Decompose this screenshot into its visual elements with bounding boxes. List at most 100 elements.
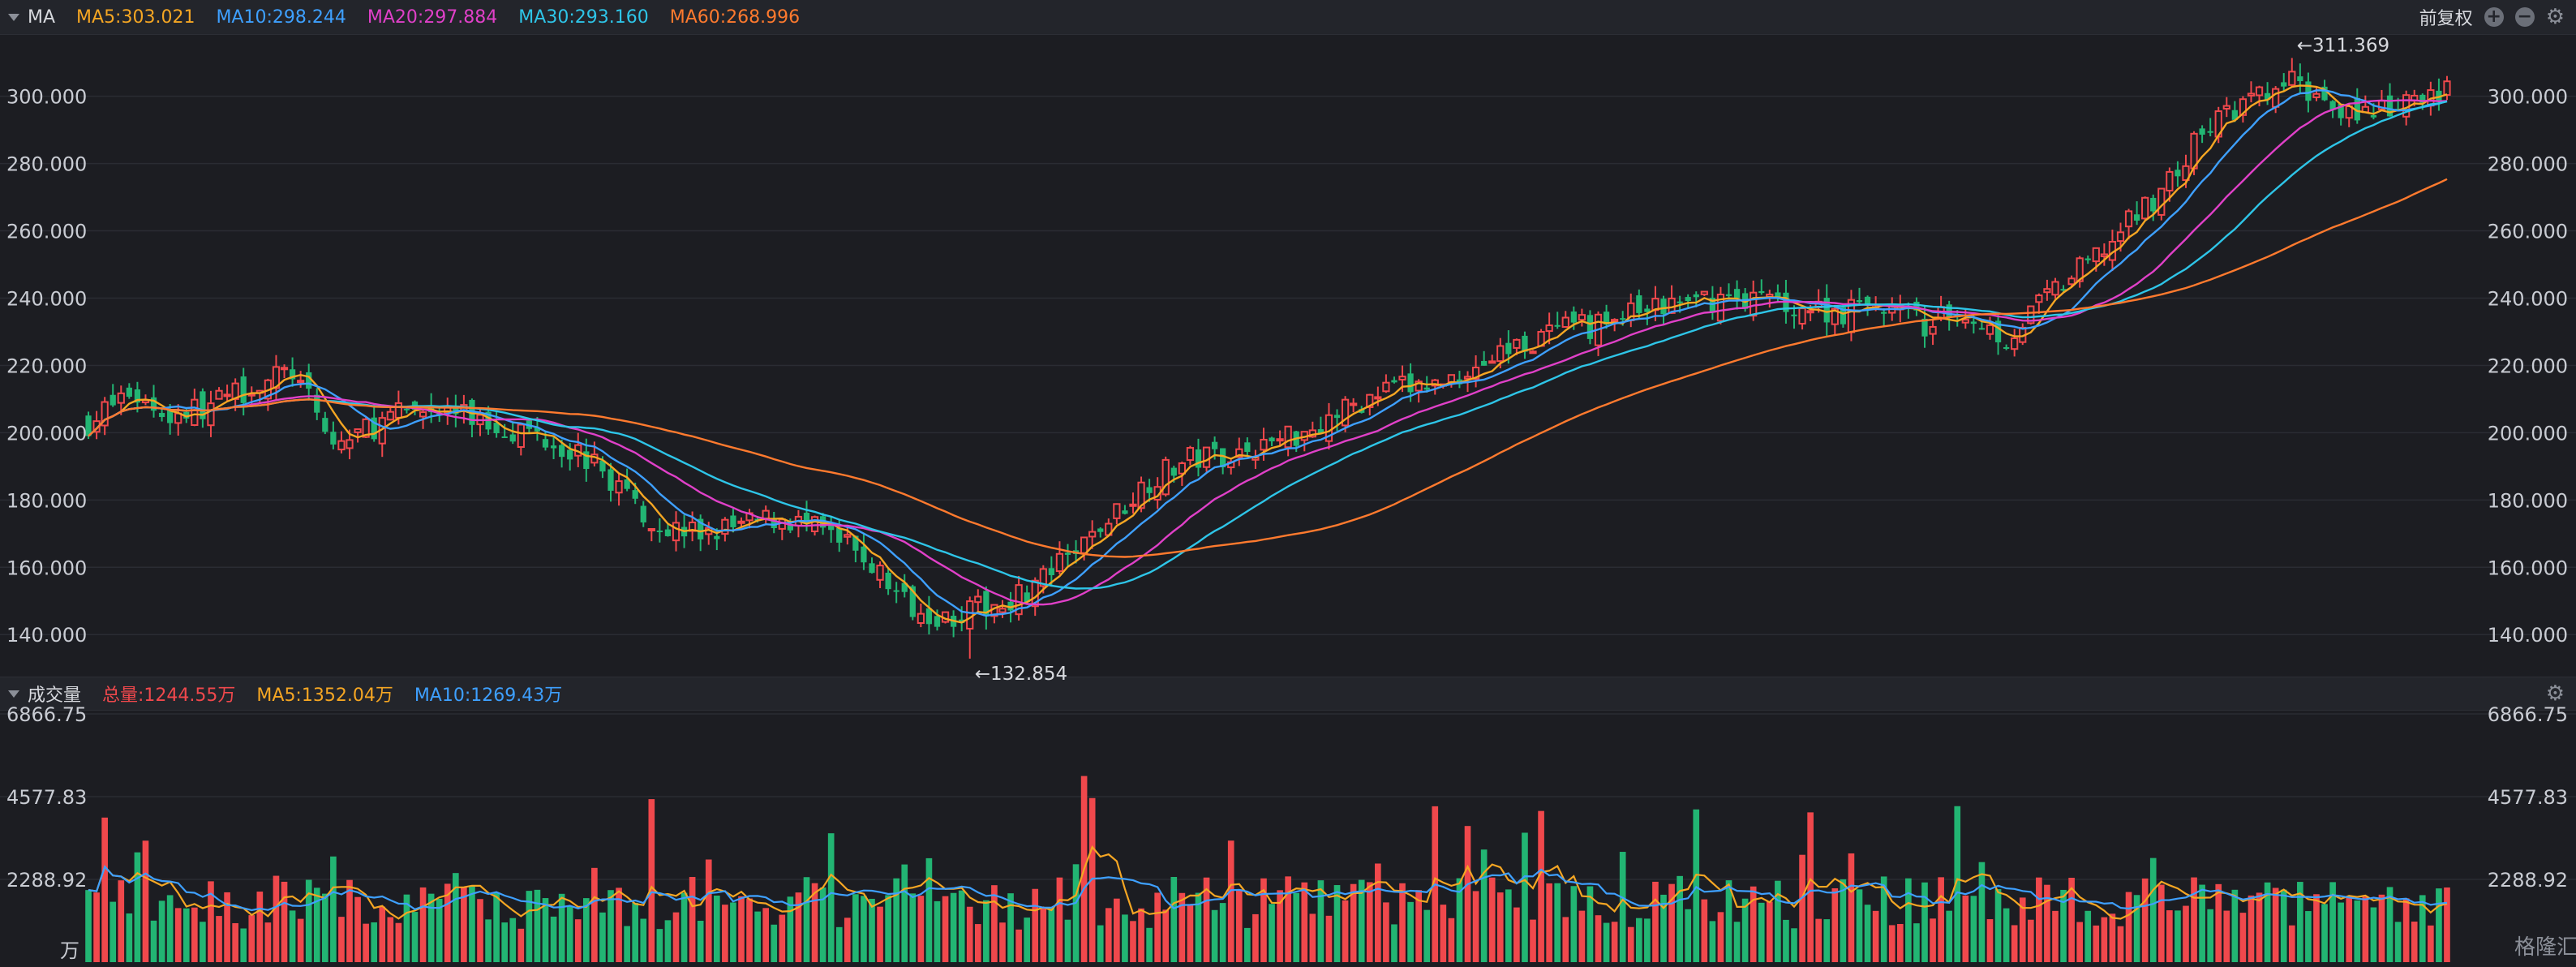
candle-body [2222,105,2230,110]
candle-body [550,445,557,449]
volume-bar [1350,883,1357,962]
volume-bar [118,880,125,962]
price-tick-right: 260.000 [2488,221,2568,243]
volume-tools: ⚙ [2546,677,2565,710]
candle-body [1055,552,1064,573]
volume-bar [158,900,165,962]
price-tick-right: 180.000 [2488,489,2568,512]
volume-bar [444,883,451,962]
volume-bar [2288,925,2295,962]
volume-bar [1627,926,1634,962]
candle-body [698,518,704,539]
candle-body [583,451,590,470]
volume-bar [1693,809,1700,962]
collapse-toggle-icon[interactable] [8,13,19,21]
ma-legend-item-1: MA10:298.244 [216,6,346,28]
candle-body [1921,318,1928,337]
zoom-out-icon[interactable]: − [2514,7,2535,27]
volume-bar [453,873,459,962]
candle-body [174,412,182,424]
volume-bar [861,896,867,962]
settings-gear-icon[interactable]: ⚙ [2545,5,2565,29]
candle-body [2329,101,2336,110]
candle-body [672,522,680,542]
candle-body [714,535,720,539]
candle-body [2281,82,2287,87]
zoom-in-icon[interactable]: + [2484,7,2504,27]
candle-body [1488,360,1496,364]
candle-body [1269,437,1275,442]
volume-bar [363,923,369,962]
volume-bar [2411,922,2418,962]
volume-bar [1325,915,1333,962]
candle-body [1986,324,1994,335]
collapse-toggle-icon[interactable] [8,690,19,698]
volume-bar [1366,882,1373,962]
candle-body [1603,312,1610,324]
candle-body [2092,247,2100,263]
volume-bar [1219,903,1226,962]
volume-bar [1269,904,1275,962]
candle-body [289,369,296,380]
volume-bar [901,864,908,962]
candle-body [844,534,852,538]
candle-body [386,410,394,421]
candle-body [787,524,793,531]
price-tick-left: 260.000 [6,221,87,243]
candle-body [2338,103,2344,118]
candle-body [1570,311,1577,323]
candle-body [2272,88,2280,108]
price-tick-right: 280.000 [2488,153,2568,176]
adjust-mode-button[interactable]: 前复权 [2419,9,2473,29]
price-tick-right: 240.000 [2488,287,2568,310]
volume-bar [1930,918,1936,962]
candle-body [534,427,541,432]
candle-body [998,608,1007,613]
candle-body [1505,342,1512,355]
volume-bar [2239,913,2247,962]
candle-body [1146,487,1153,493]
candle-body [1341,398,1350,427]
volume-bar [379,906,386,962]
candle-body [85,415,92,436]
volume-bar [1644,918,1651,962]
volume-bar [1522,832,1528,962]
candle-body [1398,376,1406,381]
candle-body [1677,301,1683,303]
volume-bar [738,896,745,962]
candle-body [2312,92,2321,98]
candle-body [1178,462,1186,475]
volume-bar [1570,886,1578,962]
volume-bar [2436,888,2442,962]
volume-bar [2060,889,2067,962]
volume-bar [2109,913,2116,962]
volume-bar [608,890,614,962]
volume-settings-gear-icon[interactable]: ⚙ [2545,681,2565,706]
volume-bar [2044,884,2050,962]
volume-bar [338,917,345,962]
volume-bar [1905,878,1912,962]
volume-bar [2362,896,2369,962]
volume-bar [2305,911,2312,962]
candle-body [403,408,410,410]
candle-body [737,520,745,524]
candle-body [272,366,281,389]
candle-body [1685,297,1691,302]
volume-bar [730,902,736,962]
candle-body [101,401,109,427]
volume-tick-right: 6866.75 [2488,703,2568,726]
candle-body [1374,396,1382,400]
volume-bar [1505,889,1512,962]
candle-body [240,376,247,403]
candle-body [2011,337,2019,350]
volume-bar [436,898,443,962]
volume-bar [1840,879,1847,962]
volume-bar [411,912,419,962]
candle-body [2297,76,2303,82]
volume-bar [1766,901,1773,962]
volume-bar [387,917,394,962]
volume-bar [2329,882,2336,962]
volume-bar [591,867,598,962]
candle-body [1978,328,1986,330]
